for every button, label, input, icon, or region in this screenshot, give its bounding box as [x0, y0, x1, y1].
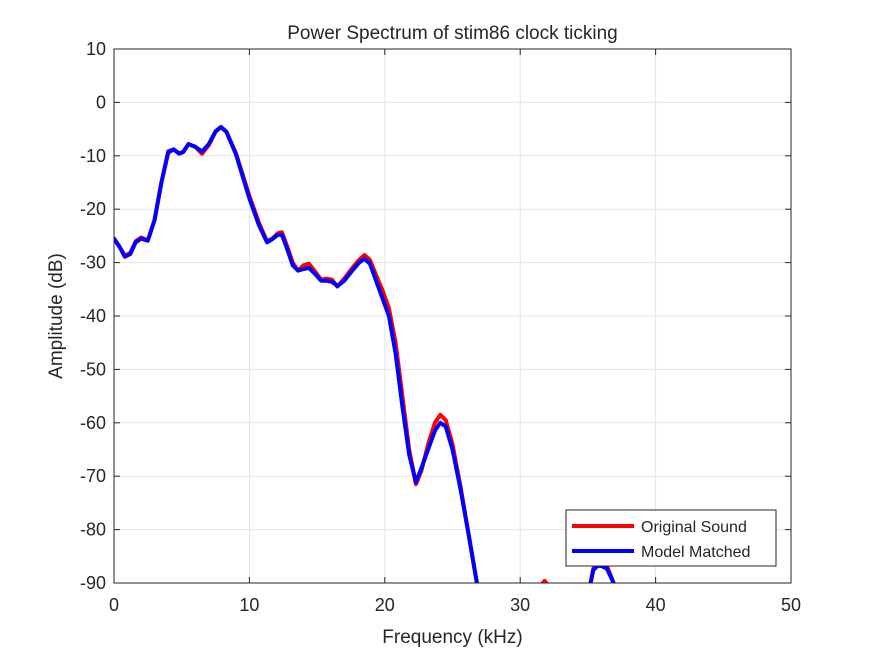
y-tick-label: -40: [80, 306, 106, 326]
y-tick-label: -60: [80, 413, 106, 433]
y-tick-label: 10: [86, 39, 106, 59]
y-tick-label: -90: [80, 573, 106, 593]
y-tick-label: -70: [80, 466, 106, 486]
series-line-0: [540, 578, 549, 583]
x-tick-label: 20: [375, 595, 395, 615]
legend-box: [565, 509, 777, 567]
series-line-1: [114, 125, 479, 583]
chart-title: Power Spectrum of stim86 clock ticking: [287, 23, 618, 44]
y-tick-label: -30: [80, 253, 106, 273]
x-tick-label: 10: [239, 595, 259, 615]
axis-ticks: 0 10 20 30 40 50 10 0 -10 -20 -30 -40 -50 -60 -70 -80 -9…: [80, 39, 801, 615]
legend-label-0: Original Sound: [641, 519, 747, 536]
y-axis-label: Amplitude (dB): [46, 253, 67, 379]
x-axis-label: Frequency (kHz): [382, 627, 522, 648]
y-tick-label: -10: [80, 146, 106, 166]
legend-label-1: Model Matched: [641, 544, 750, 561]
y-tick-label: -20: [80, 199, 106, 219]
x-tick-label: 40: [646, 595, 666, 615]
x-tick-label: 50: [781, 595, 801, 615]
y-tick-label: -50: [80, 359, 106, 379]
legend: Original Sound Model Matched: [565, 509, 777, 567]
x-tick-label: 30: [510, 595, 530, 615]
y-tick-label: -80: [80, 520, 106, 540]
y-tick-label: 0: [96, 92, 106, 112]
x-tick-label: 0: [109, 595, 119, 615]
